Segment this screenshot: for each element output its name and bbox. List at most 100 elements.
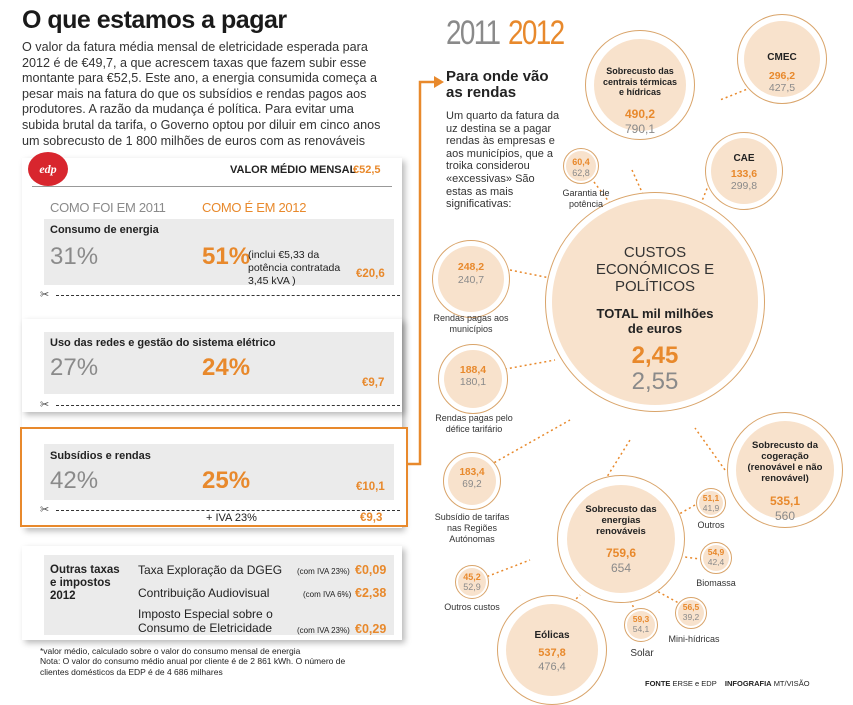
avg-label: VALOR MÉDIO MENSAL [230,164,357,176]
row-consumo [44,219,394,285]
tax-iva: (com IVA 23%) [297,626,350,635]
bubble-label: CAE [733,153,755,164]
bubble-municipios-fill [438,246,504,312]
row-title: Uso das redes e gestão do sistema elétri… [50,337,276,349]
cut-line [56,295,400,296]
bubble-value-2012: 537,8 [538,647,566,659]
bubble-label: Eólicas [534,630,570,641]
bubble-value-2011: 69,2 [462,479,482,490]
row-title: Subsídios e rendas [50,450,151,462]
row-euro: €10,1 [356,481,385,493]
bubble-value-2012: 51,1 [702,493,720,503]
bubble-value-2012: 54,9 [707,547,725,557]
scissors-icon: ✂ [40,504,50,516]
bubble-defice-fill [444,350,502,408]
bubble-value-2011: 52,9 [463,582,481,592]
bubble-outros-fill [699,491,723,515]
bubble-value-2012: 60,4 [572,157,590,167]
bubble-value-2012: 56,5 [682,602,700,612]
bubble-garantia-fill [566,151,596,181]
year-2012-legend: 2012 [508,14,565,52]
pct-2011: 42% [50,467,99,494]
bubble-value-2011: 240,7 [457,274,485,286]
bubble-value-2011: 54,1 [632,624,650,634]
bubble-cogeracao-fill [736,421,834,519]
divider [32,186,392,187]
bubble-value-2011: 299,8 [730,180,758,192]
bubble-label: Outros [697,520,725,530]
bubble-value-2011: 654 [610,561,632,575]
bubble-value-2011: 427,5 [768,82,796,94]
scissors-icon: ✂ [40,399,50,411]
bubble-value-2011: 476,4 [538,661,566,673]
cut-line [56,405,400,406]
cut-line [56,510,400,511]
arrow-connector [408,76,444,466]
bubble-value-2012: 183,4 [459,467,485,478]
iva-euro: €9,3 [360,512,383,524]
bubble-label: CMEC [767,52,797,63]
center-value-2011: 2,55 [631,368,679,395]
bubble-label: Garantia de potência [562,188,610,209]
col-2012-header: COMO É EM 2012 [202,200,307,215]
tax-value: €2,38 [355,586,387,600]
bubble-minihidricas-fill [678,600,704,626]
tax-value: €0,09 [355,563,387,577]
bubble-value-2012: 188,4 [459,364,487,376]
bubble-label: Solar [630,648,654,659]
avg-value: €52,5 [353,164,381,176]
bubble-value-2011: 560 [774,509,796,523]
pct-2012: 24% [202,354,251,381]
center-value-2012: 2,45 [631,342,679,369]
bubble-termicas-fill [594,39,686,131]
center-total-label: TOTAL mil milhões de euros [596,306,714,336]
bubble-label: Sobrecusto das energias renováveis [585,504,657,537]
pct-2012: 25% [202,467,251,494]
bubble-value-2011: 790,1 [624,122,656,136]
bubble-cae-fill [711,138,777,204]
tax-name: Imposto Especial sobre o Consumo de Elet… [138,607,273,635]
bubble-label: Sobrecusto das centrais térmicas e hídri… [602,66,678,97]
pct-2012: 51% [202,243,251,270]
tax-iva: (com IVA 23%) [297,567,350,576]
rendas-text: Um quarto da fatura da uz destina se a p… [446,110,560,211]
scissors-icon: ✂ [40,289,50,301]
row-euro: €9,7 [362,377,385,389]
row-title: Consumo de energia [50,224,159,236]
edp-logo: edp [28,152,68,186]
bubble-label: Rendas pagas pelo défice tarifário [435,413,513,434]
bubble-value-2012: 45,2 [463,572,481,582]
tax-name: Taxa Exploração da DGEG [138,563,283,577]
row-note: (inclui €5,33 da potência contratada 3,4… [248,249,341,287]
bubble-renovaveis-fill [567,485,675,593]
bubble-value-2012: 59,3 [632,614,650,624]
taxes-title: Outras taxas e impostos 2012 [50,564,120,602]
bubble-value-2011: 180,1 [459,376,487,388]
credits: FONTE ERSE e EDP INFOGRAFIA MT/VISÃO [645,679,810,688]
pct-2011: 31% [50,243,99,270]
taxes-box [44,555,394,635]
bubble-label: Outros custos [444,602,500,612]
tax-value: €0,29 [355,622,387,636]
intro-text: O valor da fatura média mensal de eletri… [22,40,381,148]
tax-name: Contribuição Audiovisual [138,586,270,600]
col-2011-header: COMO FOI EM 2011 [50,200,166,215]
year-2011-legend: 2011 [446,14,501,52]
bubble-label: Sobrecusto da cogeração (renovável e não… [747,440,823,484]
bubble-outros-custos-fill [458,568,486,596]
bubble-value-2011: 39,2 [682,612,700,622]
bubble-value-2012: 133,6 [730,168,758,180]
row-euro: €20,6 [356,268,385,280]
footnote: Nota: O valor do consumo médio anual por… [40,656,346,677]
footnote: *valor médio, calculado sobre o valor do… [40,646,301,656]
bubble-label: Biomassa [696,578,736,588]
bubble-label: Mini-hídricas [668,634,720,644]
bubble-label: Subsídio de tarifas nas Regiões Autónoma… [434,512,510,544]
bubble-value-2012: 296,2 [768,70,796,82]
row-redes [44,332,394,394]
pct-2011: 27% [50,354,99,381]
bubble-label: Rendas pagas aos municípios [433,313,509,334]
bubble-value-2011: 41,9 [702,503,720,513]
center-bubble-fill [552,199,758,405]
bubble-value-2012: 490,2 [624,107,656,121]
